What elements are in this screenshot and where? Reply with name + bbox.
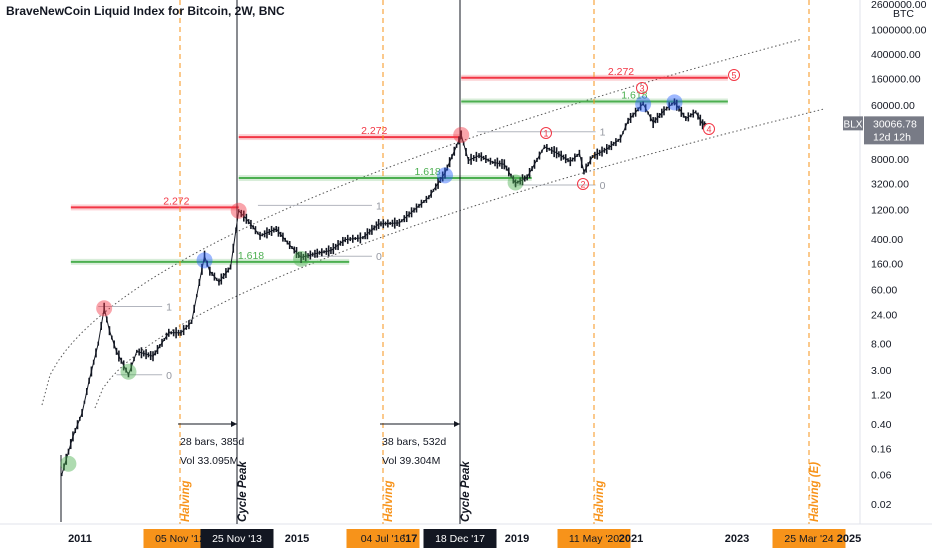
measure-arrow-head	[231, 421, 237, 427]
fib-level-label: 1	[376, 200, 382, 212]
price-tag-value: 30066.78	[873, 118, 917, 130]
x-tick-label: 2011	[68, 533, 92, 545]
date-box-label: 11 May '20	[569, 533, 619, 545]
symbol-tag-label: BLX	[844, 119, 863, 130]
y-tick-label: 24.00	[871, 309, 897, 321]
measure-bars-label: 28 bars, 385d	[180, 436, 244, 448]
y-tick-label: 400000.00	[871, 49, 921, 61]
date-box	[143, 529, 217, 548]
symbol-tag	[843, 116, 863, 131]
currency-label: BTC	[893, 8, 914, 20]
pivot-circle	[666, 94, 683, 111]
measure-bars-label: 38 bars, 532d	[382, 436, 446, 448]
fib-level-label: 0	[166, 370, 172, 382]
pivot-circle	[96, 300, 113, 317]
wave-label-circle	[728, 69, 740, 81]
y-tick-label: 0.16	[871, 443, 892, 455]
price-tag[interactable]	[864, 116, 924, 145]
halving-label: Halving	[180, 480, 192, 522]
y-tick-label: 60.00	[871, 285, 897, 297]
cycle-peak-label: Cycle Peak	[460, 461, 472, 522]
wave-label-circle	[636, 82, 648, 94]
x-tick-label: 2019	[505, 533, 529, 545]
fib-level-label: 1.618	[415, 166, 441, 178]
chart-title: BraveNewCoin Liquid Index for Bitcoin, 2…	[6, 4, 285, 18]
x-tick-label: 2025	[837, 533, 861, 545]
y-tick-label: 3200.00	[871, 178, 909, 190]
pivot-circle	[437, 167, 453, 184]
y-tick-label: 3.00	[871, 365, 892, 377]
date-box-label: 25 Nov '13	[212, 533, 262, 545]
fib-level-label: 0	[600, 180, 606, 192]
y-tick-label: 8000.00	[871, 154, 909, 166]
fib-level-label: 1	[166, 302, 172, 314]
halving-label: Halving	[383, 480, 395, 522]
fib-level-label: 2.272	[608, 66, 634, 78]
pivot-circle	[635, 95, 652, 112]
pivot-circle	[60, 455, 77, 472]
pivot-circle	[230, 202, 247, 219]
y-tick-label: 2600000.00	[871, 0, 927, 11]
y-tick-label: 160.00	[871, 258, 903, 270]
date-box	[200, 529, 274, 548]
date-box-label: 05 Nov '12	[155, 533, 205, 545]
halving-label: Halving (E)	[809, 462, 821, 522]
measure-vol-label: Vol 33.095M	[180, 455, 238, 467]
wave-label-circle	[540, 127, 552, 139]
cycle-peak-label: Cycle Peak	[237, 461, 249, 522]
y-tick-label: 1.20	[871, 389, 892, 401]
fib-level-label: 2.272	[163, 195, 189, 207]
wave-label-circle	[577, 178, 589, 190]
y-tick-label: 8.00	[871, 339, 892, 351]
fib-level-label: 1.618	[621, 90, 647, 102]
date-box	[772, 529, 846, 548]
price-series-line	[61, 101, 707, 475]
y-tick-label: 160000.00	[871, 74, 921, 86]
y-tick-label: 0.02	[871, 499, 892, 511]
pivot-circle	[453, 126, 470, 143]
y-tick-label: 0.06	[871, 470, 892, 482]
x-tick-label: 2021	[619, 533, 643, 545]
wave-label: 1	[543, 129, 548, 139]
halving-label: Halving	[594, 480, 606, 522]
wave-label-circle	[703, 123, 715, 135]
fib-level-label: 0	[376, 251, 382, 263]
upper-channel-line	[41, 38, 803, 406]
fib-level-label: 1.618	[238, 250, 264, 262]
fib-level-label: 2.272	[361, 125, 387, 137]
lower-channel-line	[94, 108, 824, 409]
measure-arrow-head	[454, 421, 460, 427]
wave-label: 5	[731, 71, 736, 81]
x-tick-label: 2023	[725, 533, 749, 545]
y-tick-label: 1000000.00	[871, 25, 927, 37]
price-tag-countdown: 12d 12h	[873, 131, 911, 143]
date-box	[346, 529, 420, 548]
y-tick-label: 0.40	[871, 419, 892, 431]
pivot-circle	[120, 363, 137, 380]
date-box-label: 25 Mar '24	[784, 533, 833, 545]
y-tick-label: 1200.00	[871, 205, 909, 217]
date-box	[423, 529, 497, 548]
wave-label: 4	[706, 125, 711, 135]
y-tick-label: 400.00	[871, 234, 903, 246]
pivot-circle	[507, 174, 524, 191]
wave-label: 3	[639, 84, 644, 94]
y-tick-label: 60000.00	[871, 100, 915, 112]
pivot-circle	[196, 252, 213, 269]
date-box	[557, 529, 631, 548]
date-box-label: 04 Jul '16	[361, 533, 406, 545]
measure-vol-label: Vol 39.304M	[382, 455, 440, 467]
pivot-circle	[293, 250, 310, 267]
wave-label: 2	[580, 180, 585, 190]
date-box-label: 18 Dec '17	[435, 533, 485, 545]
fib-level-label: 1	[600, 127, 606, 139]
x-tick-label: '17	[403, 533, 418, 545]
x-tick-label: 2015	[285, 533, 309, 545]
